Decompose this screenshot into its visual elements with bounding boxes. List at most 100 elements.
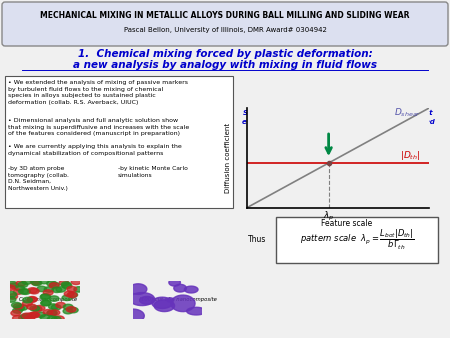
Circle shape	[36, 312, 45, 317]
Circle shape	[31, 279, 40, 284]
Circle shape	[54, 316, 64, 321]
Circle shape	[15, 286, 25, 291]
Polygon shape	[184, 286, 198, 293]
Circle shape	[63, 309, 73, 314]
Circle shape	[11, 310, 21, 316]
Polygon shape	[169, 279, 180, 286]
Circle shape	[66, 307, 76, 312]
Circle shape	[68, 307, 78, 313]
Circle shape	[29, 288, 39, 294]
Circle shape	[28, 288, 37, 293]
Polygon shape	[130, 293, 155, 306]
Circle shape	[61, 282, 71, 287]
Circle shape	[67, 292, 77, 297]
Polygon shape	[171, 295, 195, 312]
Circle shape	[50, 310, 60, 315]
Circle shape	[41, 294, 51, 299]
Circle shape	[56, 287, 66, 292]
Polygon shape	[167, 298, 174, 302]
Circle shape	[43, 290, 53, 295]
Polygon shape	[174, 284, 186, 292]
Circle shape	[18, 282, 28, 287]
Circle shape	[21, 289, 31, 294]
Text: Scale-dependent shear mixing provides a direct
explanation of compositional patt: Scale-dependent shear mixing provides a …	[242, 110, 434, 134]
Circle shape	[22, 313, 32, 318]
Circle shape	[47, 311, 57, 316]
Circle shape	[52, 287, 62, 292]
Circle shape	[43, 310, 53, 315]
Circle shape	[29, 312, 39, 318]
Polygon shape	[152, 297, 173, 309]
Text: MECHANICAL MIXING IN METALLIC ALLOYS DURING BALL MILLING AND SLIDING WEAR: MECHANICAL MIXING IN METALLIC ALLOYS DUR…	[40, 11, 410, 21]
Circle shape	[63, 304, 73, 310]
Text: - At large scale |Dₜₕ| < Dₛₕₑₐʳ  → mixed: - At large scale |Dₜₕ| < Dₛₕₑₐʳ → mixed	[248, 152, 374, 159]
Circle shape	[12, 303, 21, 308]
Circle shape	[26, 313, 36, 318]
Text: $\it{pattern\ scale}\ \ \lambda_p = \dfrac{L_{bot}|D_{th}|}{b\Gamma_{th}}$: $\it{pattern\ scale}\ \ \lambda_p = \dfr…	[300, 228, 414, 252]
FancyBboxPatch shape	[2, 2, 448, 46]
Circle shape	[41, 300, 51, 306]
Circle shape	[49, 296, 59, 301]
Text: - At short scale |Dₜₕ| > Dₛₕₑₐʳ  → decomposed: - At short scale |Dₜₕ| > Dₛₕₑₐʳ → decomp…	[248, 141, 396, 148]
Circle shape	[18, 289, 28, 294]
Circle shape	[13, 315, 22, 321]
Circle shape	[40, 300, 50, 306]
Circle shape	[7, 281, 17, 287]
Circle shape	[51, 305, 61, 310]
Circle shape	[62, 295, 72, 300]
Circle shape	[14, 304, 23, 309]
Polygon shape	[122, 309, 144, 322]
Text: $\lambda_p$: $\lambda_p$	[323, 210, 334, 223]
Circle shape	[25, 315, 35, 321]
Text: $|D_{th}|$: $|D_{th}|$	[400, 148, 421, 162]
Text: $D_{shear}$: $D_{shear}$	[394, 107, 420, 119]
Circle shape	[74, 287, 84, 292]
Text: - Scale of pattern  → Dₜₕ |≈ Dₛₕₑₐʳ: - Scale of pattern → Dₜₕ |≈ Dₛₕₑₐʳ	[248, 163, 356, 170]
Circle shape	[67, 286, 76, 292]
Circle shape	[40, 294, 50, 300]
Circle shape	[16, 281, 26, 286]
Circle shape	[71, 279, 81, 285]
Text: • Dimensional analysis and full analytic solution show
that mixing is superdiffu: • Dimensional analysis and full analytic…	[8, 118, 189, 136]
Circle shape	[59, 280, 69, 286]
Circle shape	[22, 297, 32, 303]
Circle shape	[13, 308, 22, 313]
Circle shape	[40, 315, 50, 320]
Polygon shape	[154, 300, 175, 312]
Circle shape	[22, 279, 32, 284]
Circle shape	[56, 303, 66, 308]
Text: 1.  Chemical mixing forced by plastic deformation:: 1. Chemical mixing forced by plastic def…	[77, 49, 373, 59]
Circle shape	[22, 301, 32, 306]
Text: • We are currently applying this analysis to explain the
dynamical stabilization: • We are currently applying this analysi…	[8, 144, 182, 155]
Text: -by kinetic Monte Carlo
simulations: -by kinetic Monte Carlo simulations	[118, 166, 188, 177]
FancyBboxPatch shape	[276, 217, 438, 263]
Circle shape	[51, 316, 61, 322]
Circle shape	[30, 306, 40, 311]
Circle shape	[14, 289, 23, 294]
Circle shape	[18, 305, 27, 310]
Circle shape	[39, 279, 49, 284]
Circle shape	[68, 292, 77, 297]
Circle shape	[35, 305, 45, 311]
Text: Thus: Thus	[248, 236, 266, 244]
Text: (100) cut of a nanocomposite: (100) cut of a nanocomposite	[139, 297, 217, 302]
Circle shape	[21, 314, 31, 319]
Circle shape	[27, 304, 36, 310]
Text: Pascal Bellon, University of Illinois, DMR Award# 0304942: Pascal Bellon, University of Illinois, D…	[124, 27, 326, 33]
Polygon shape	[187, 307, 206, 315]
Circle shape	[44, 287, 54, 292]
Circle shape	[6, 297, 16, 302]
Text: -by 3D atom probe
tomography (collab.
D.N. Seidman,
Northwestern Univ.): -by 3D atom probe tomography (collab. D.…	[8, 166, 69, 191]
Circle shape	[9, 283, 19, 288]
Circle shape	[31, 280, 41, 285]
Circle shape	[30, 312, 40, 318]
Circle shape	[62, 283, 72, 289]
Circle shape	[7, 292, 17, 297]
Polygon shape	[140, 296, 154, 304]
FancyBboxPatch shape	[5, 76, 233, 208]
Circle shape	[64, 291, 74, 296]
Text: Cu-Ag nanocomposite: Cu-Ag nanocomposite	[19, 297, 77, 302]
Circle shape	[49, 304, 58, 309]
Circle shape	[50, 282, 59, 288]
Circle shape	[27, 296, 37, 302]
